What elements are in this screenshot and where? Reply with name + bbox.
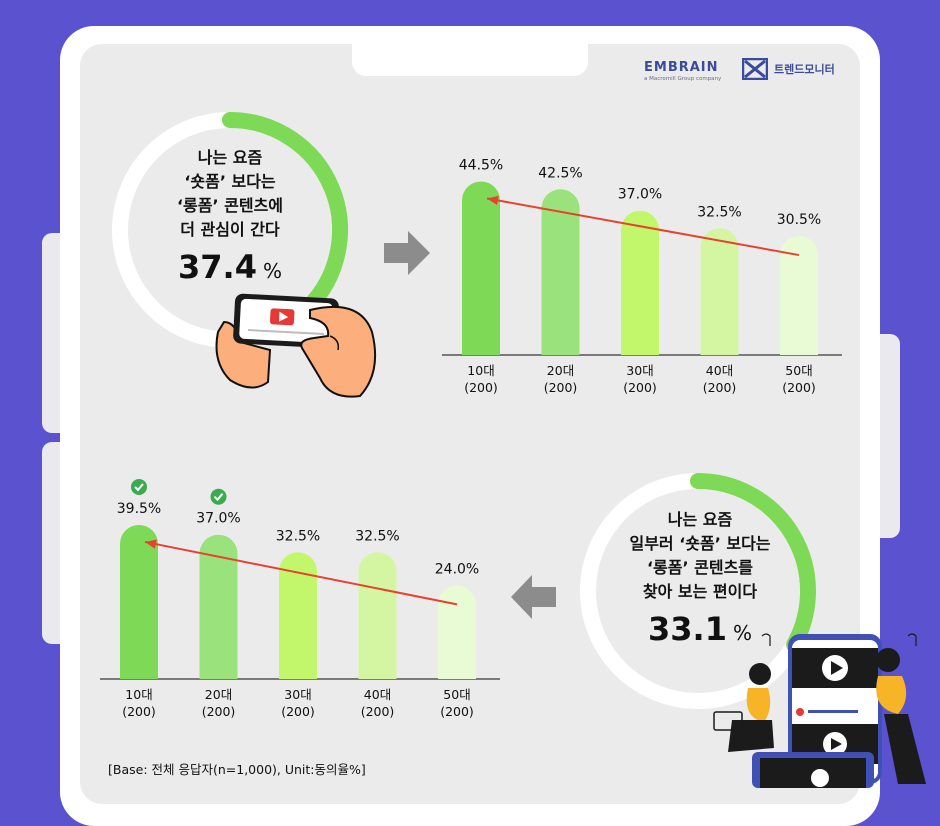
bar-value-label: 24.0% bbox=[435, 561, 479, 577]
check-icon-mark bbox=[213, 493, 224, 502]
category-label: 10대 bbox=[467, 363, 494, 378]
bar bbox=[462, 181, 500, 355]
category-label: 10대 bbox=[125, 687, 152, 702]
category-label: 40대 bbox=[364, 687, 391, 702]
bar bbox=[438, 585, 476, 679]
category-label: 50대 bbox=[785, 363, 812, 378]
base-note: [Base: 전체 응답자(n=1,000), Unit:동의율%] bbox=[108, 762, 366, 777]
donut-question: 나는 요즘 ‘숏폼’ 보다는 ‘롱폼’ 콘텐츠에 더 관심이 간다 bbox=[176, 148, 284, 239]
trendmonitor-logo: 트렌드모니터 bbox=[742, 58, 835, 80]
people-phones-illustration bbox=[713, 633, 926, 788]
hand-phone-illustration bbox=[215, 293, 377, 398]
category-label: 50대 bbox=[443, 687, 470, 702]
bar bbox=[120, 524, 158, 679]
category-label: 30대 bbox=[284, 687, 311, 702]
donut-value-arc bbox=[222, 112, 348, 316]
bar bbox=[199, 534, 238, 679]
donut-chart-bottom bbox=[580, 473, 816, 709]
bar-value-label: 32.5% bbox=[697, 204, 741, 220]
bar bbox=[700, 228, 739, 355]
category-label: 40대 bbox=[706, 363, 733, 378]
bar bbox=[621, 210, 659, 355]
bar-value-label: 32.5% bbox=[355, 528, 399, 544]
bar-value-label: 42.5% bbox=[538, 165, 582, 181]
bar-value-label: 44.5% bbox=[459, 157, 503, 173]
sample-size-label: (200) bbox=[122, 704, 156, 719]
donut-value-arc bbox=[690, 473, 816, 653]
sample-size-label: (200) bbox=[202, 704, 236, 719]
check-icon bbox=[210, 488, 227, 505]
check-icon-mark bbox=[134, 483, 144, 492]
bar bbox=[541, 189, 580, 355]
device-notch bbox=[352, 44, 588, 76]
sample-size-label: (200) bbox=[782, 380, 816, 395]
trendmonitor-name: 트렌드모니터 bbox=[774, 63, 835, 76]
arrow-right-icon bbox=[384, 231, 430, 275]
sample-size-label: (200) bbox=[281, 704, 315, 719]
sample-size-label: (200) bbox=[703, 380, 737, 395]
sample-size-label: (200) bbox=[440, 704, 474, 719]
trend-arrow-head bbox=[145, 539, 157, 549]
donut-value: 33.1 bbox=[648, 610, 727, 648]
arrow-left-icon bbox=[511, 575, 556, 619]
donut-unit: % bbox=[262, 259, 282, 283]
sample-size-label: (200) bbox=[623, 380, 657, 395]
category-label: 20대 bbox=[547, 363, 574, 378]
bar-value-label: 37.0% bbox=[618, 187, 662, 203]
donut-label-bottom: 나는 요즘 일부러 ‘숏폼’ 보다는 ‘롱폼’ 콘텐츠를 찾아 보는 편이다 3… bbox=[605, 508, 795, 648]
bar-chart-top: 44.5% 10대 (200) 42.5% 20대 (200) 37.0% 30대 (200) 3… bbox=[442, 157, 842, 395]
donut-label-top: 나는 요즘 ‘숏폼’ 보다는 ‘롱폼’ 콘텐츠에 더 관심이 간다 37.4% bbox=[150, 146, 310, 286]
bar-value-label: 37.0% bbox=[196, 511, 240, 527]
bar bbox=[358, 552, 397, 679]
check-icon bbox=[131, 478, 147, 495]
trendmonitor-mark-icon bbox=[742, 58, 768, 80]
bar-value-label: 32.5% bbox=[276, 528, 320, 544]
bar-value-label: 30.5% bbox=[777, 212, 821, 228]
bar bbox=[279, 552, 317, 679]
embrain-name: EMBRAIN bbox=[644, 60, 719, 75]
sample-size-label: (200) bbox=[544, 380, 578, 395]
sample-size-label: (200) bbox=[464, 380, 498, 395]
category-label: 30대 bbox=[626, 363, 653, 378]
trend-arrow-line bbox=[486, 197, 800, 257]
donut-value: 37.4 bbox=[178, 248, 257, 286]
category-label: 20대 bbox=[205, 687, 232, 702]
trend-arrow-line bbox=[144, 540, 458, 606]
bar bbox=[780, 236, 818, 355]
donut-question: 나는 요즘 일부러 ‘숏폼’ 보다는 ‘롱폼’ 콘텐츠를 찾아 보는 편이다 bbox=[629, 510, 771, 601]
donut-unit: % bbox=[732, 621, 752, 645]
embrain-subtitle: a Macromill Group company bbox=[644, 76, 722, 82]
sample-size-label: (200) bbox=[361, 704, 395, 719]
bar-chart-bottom: 39.5% 10대 (200) 37.0% 20대 (200) 32.5% 30대 (200) 3… bbox=[100, 478, 500, 719]
trend-arrow-head bbox=[487, 195, 499, 206]
embrain-logo: EMBRAIN a Macromill Group company bbox=[644, 60, 721, 82]
bar-value-label: 39.5% bbox=[117, 501, 161, 517]
